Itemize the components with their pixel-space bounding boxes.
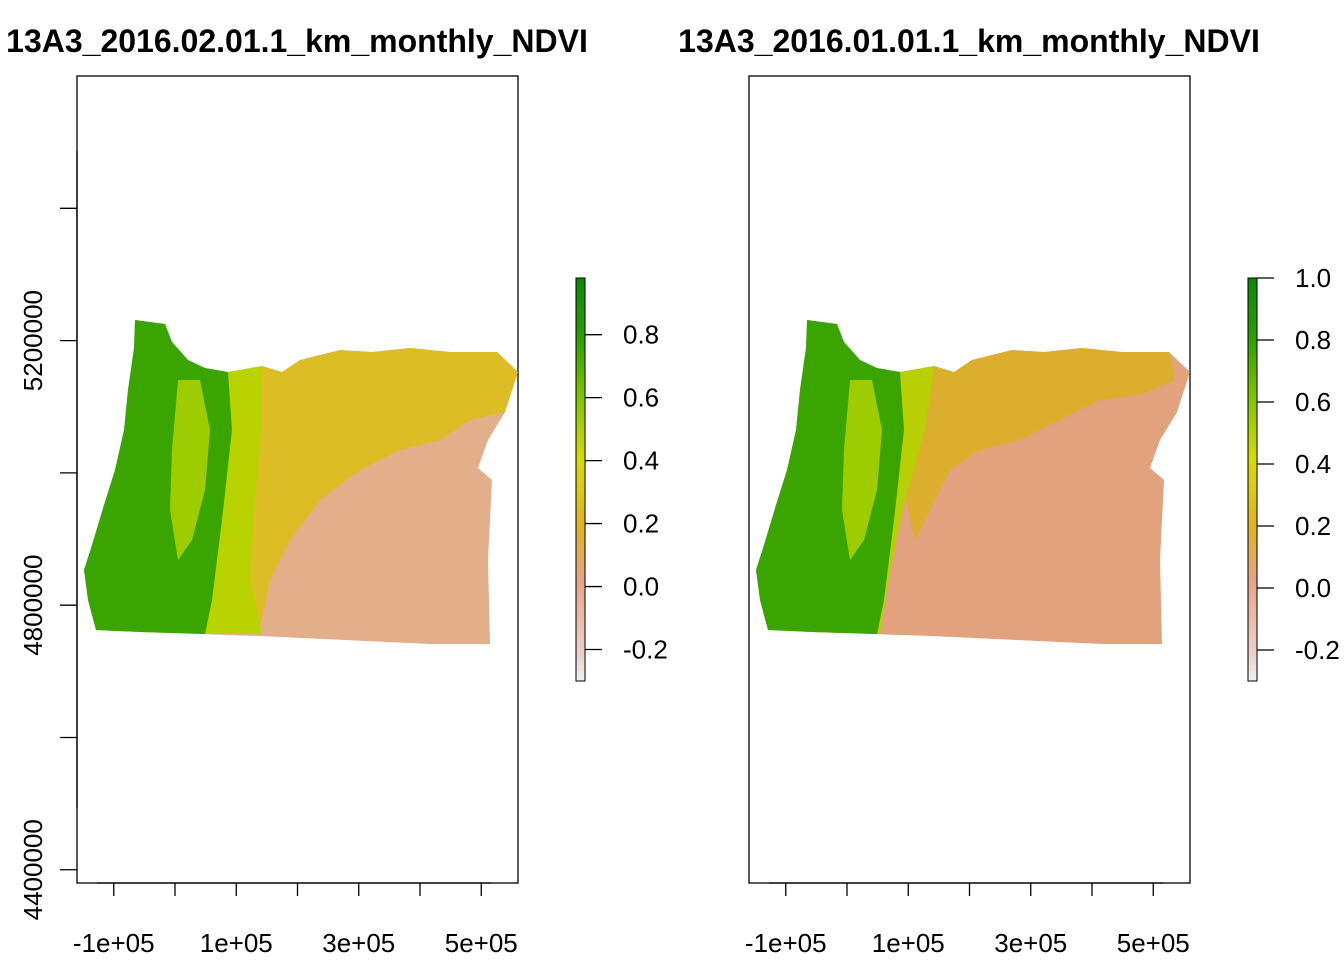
x-tick-label: 1e+05 xyxy=(200,928,273,958)
x-tick-labels: -1e+05 1e+05 3e+05 5e+05 xyxy=(73,928,518,958)
legend-tick-label: -0.2 xyxy=(1295,635,1340,665)
legend-colorbar xyxy=(1247,277,1258,682)
y-axis: 4400000 4800000 5200000 xyxy=(18,151,78,920)
chart-title: 13A3_2016.02.01.1_km_monthly_NDVI xyxy=(6,23,588,59)
chart-title: 13A3_2016.01.01.1_km_monthly_NDVI xyxy=(678,23,1260,59)
chart-panel-feb: 13A3_2016.02.01.1_km_monthly_NDVI -1e+05… xyxy=(6,23,668,958)
y-ticks xyxy=(60,207,77,871)
legend-tick-label: 0.0 xyxy=(1295,573,1331,603)
northern-yellow-region xyxy=(900,348,1175,540)
legend-tick-label: 0.6 xyxy=(1295,387,1331,417)
legend-tick-label: 0.0 xyxy=(623,572,659,602)
western-forest-region xyxy=(84,320,232,634)
legend-tick-label: -0.2 xyxy=(623,635,668,665)
legend-tick-label: 0.4 xyxy=(1295,449,1331,479)
legend-tick-label: 0.2 xyxy=(623,509,659,539)
chart-panel-jan: 13A3_2016.01.01.1_km_monthly_NDVI -1e+05… xyxy=(678,23,1340,958)
willamette-valley-region xyxy=(170,380,210,560)
ndvi-raster xyxy=(84,320,518,644)
legend-tick-label: 0.8 xyxy=(1295,325,1331,355)
ndvi-raster xyxy=(756,320,1190,644)
legend-colorbar xyxy=(575,277,586,682)
y-tick-label: 5200000 xyxy=(18,290,48,391)
legend-ticks: -0.2 0.0 0.2 0.4 0.6 0.8 1.0 xyxy=(1257,263,1340,665)
x-tick-label: 5e+05 xyxy=(445,928,518,958)
x-tick-label: 1e+05 xyxy=(872,928,945,958)
legend-tick-label: 0.4 xyxy=(623,446,659,476)
x-axis: -1e+05 1e+05 3e+05 5e+05 xyxy=(73,882,518,958)
x-tick-label: 5e+05 xyxy=(1117,928,1190,958)
x-tick-label: -1e+05 xyxy=(745,928,827,958)
legend-tick-label: 0.2 xyxy=(1295,511,1331,541)
y-tick-label: 4400000 xyxy=(18,819,48,920)
eastern-yellow-region xyxy=(240,348,518,634)
legend-tick-label: 0.6 xyxy=(623,383,659,413)
western-forest-region xyxy=(756,320,904,634)
color-legend: -0.2 0.0 0.2 0.4 0.6 0.8 1.0 xyxy=(1247,263,1340,682)
x-tick-label: -1e+05 xyxy=(73,928,155,958)
x-tick-label: 3e+05 xyxy=(322,928,395,958)
x-tick-labels: -1e+05 1e+05 3e+05 5e+05 xyxy=(745,928,1190,958)
willamette-valley-region xyxy=(842,380,882,560)
legend-tick-label: 1.0 xyxy=(1295,263,1331,293)
x-ticks xyxy=(113,883,482,896)
legend-ticks: -0.2 0.0 0.2 0.4 0.6 0.8 xyxy=(585,320,668,665)
x-ticks xyxy=(785,883,1154,896)
y-tick-label: 4800000 xyxy=(18,555,48,656)
x-tick-label: 3e+05 xyxy=(994,928,1067,958)
legend-tick-label: 0.8 xyxy=(623,320,659,350)
y-tick-labels: 4400000 4800000 5200000 xyxy=(18,290,48,920)
color-legend: -0.2 0.0 0.2 0.4 0.6 0.8 xyxy=(575,277,668,682)
x-axis: -1e+05 1e+05 3e+05 5e+05 xyxy=(745,882,1190,958)
